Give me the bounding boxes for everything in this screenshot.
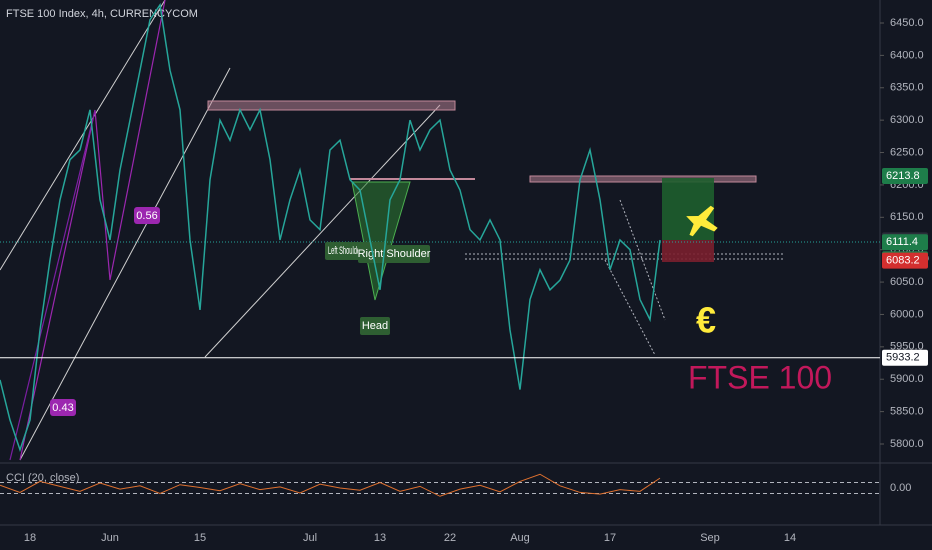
- price-tag: [882, 252, 928, 269]
- cci-tick-label: 0.00: [890, 482, 911, 494]
- price-tag: [882, 349, 928, 366]
- y-tick-label: 5850.0: [890, 406, 924, 418]
- pattern-label: Head: [362, 320, 388, 332]
- x-tick-label: Jun: [101, 532, 119, 544]
- y-tick-label: 6350.0: [890, 82, 924, 94]
- x-tick-label: 18: [24, 532, 36, 544]
- x-tick-label: 17: [604, 532, 616, 544]
- y-tick-label: 6400.0: [890, 49, 924, 61]
- fib-label-box: [50, 399, 76, 416]
- price-tag: [882, 234, 928, 251]
- pattern-label: Left Shoulder: [328, 245, 362, 257]
- fib-label: 0.56: [136, 210, 157, 222]
- pattern-label-box: [358, 245, 430, 263]
- price-line: [0, 2, 661, 453]
- pattern-label-box: [360, 317, 390, 335]
- price-tag-label: 6111.4: [886, 236, 918, 248]
- indicator-title: CCI (20, close): [6, 472, 79, 484]
- y-tick-label: 6050.0: [890, 276, 924, 288]
- y-tick-label: 6250.0: [890, 146, 924, 158]
- y-tick-label: 6150.0: [890, 211, 924, 223]
- y-tick-label: 6450.0: [890, 17, 924, 29]
- pattern-label: Right Shoulder: [358, 248, 431, 260]
- x-tick-label: 14: [784, 532, 796, 544]
- chart-title: FTSE 100 Index, 4h, CURRENCYCOM: [6, 8, 198, 20]
- x-tick-label: Jul: [303, 532, 317, 544]
- cci-line: [0, 473, 661, 497]
- price-tag-label: 6213.8: [886, 170, 920, 182]
- fib-label: 0.43: [52, 402, 73, 414]
- currency-symbol: €: [696, 300, 716, 341]
- headline: FTSE 100: [688, 359, 832, 395]
- fib-label-box: [134, 207, 160, 224]
- x-tick-label: Sep: [700, 532, 720, 544]
- x-tick-label: 15: [194, 532, 206, 544]
- y-tick-label: 5800.0: [890, 438, 924, 450]
- y-tick-label: 5900.0: [890, 373, 924, 385]
- y-tick-label: 6000.0: [890, 308, 924, 320]
- price-tag-label: 5933.2: [886, 352, 920, 364]
- drawings: [0, 0, 880, 461]
- x-tick-label: 22: [444, 532, 456, 544]
- x-tick-label: 13: [374, 532, 386, 544]
- x-tick-label: Aug: [510, 532, 530, 544]
- y-tick-label: 6300.0: [890, 114, 924, 126]
- price-tag: [882, 167, 928, 184]
- price-tag-label: 6083.2: [886, 254, 920, 266]
